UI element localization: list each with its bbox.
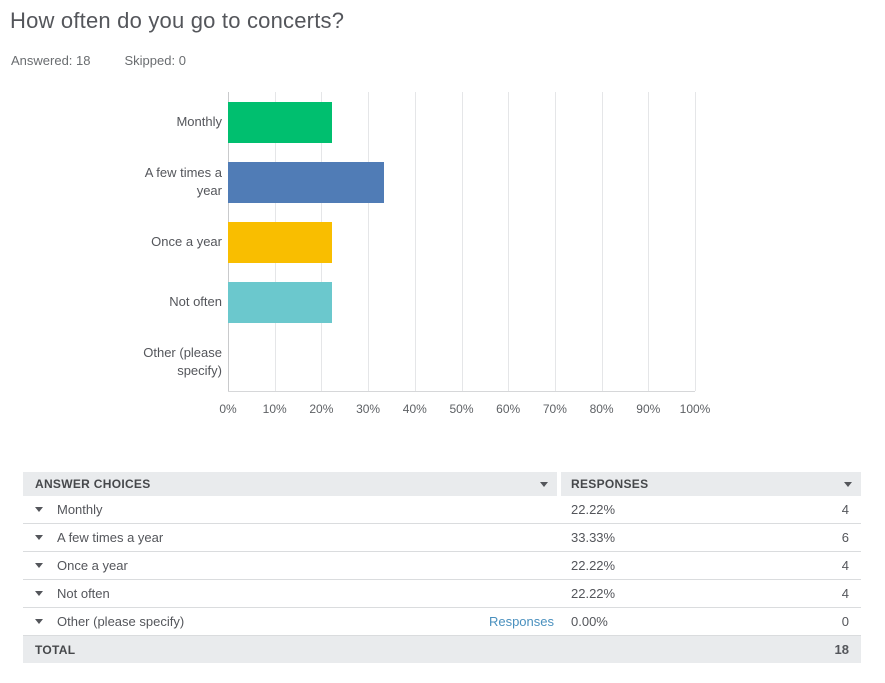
- category-label: Once a year: [151, 234, 222, 250]
- gridline: [648, 92, 650, 391]
- answer-choice-label: Once a year: [57, 558, 128, 573]
- category-label: Monthly: [176, 114, 222, 130]
- category-label: A few times a year: [144, 165, 222, 198]
- category-label: Not often: [169, 294, 222, 310]
- column-header-label: RESPONSES: [571, 477, 649, 491]
- expand-row-icon[interactable]: [35, 507, 43, 512]
- table-row: Other (please specify) Responses 0.00% 0: [23, 608, 861, 636]
- table-body: Monthly 22.22% 4 A few times a year 33.33% 6 O…: [23, 496, 861, 636]
- response-percent: 22.22%: [571, 586, 616, 601]
- x-axis-ticks: 0% 10% 20% 30% 40% 50% 60% 70% 80% 90% 100%: [219, 402, 710, 420]
- gridline: [601, 92, 603, 391]
- response-count: 4: [841, 586, 849, 601]
- gridline: [414, 92, 416, 391]
- results-table: ANSWER CHOICES RESPONSES Monthly 22.22% 4 A…: [23, 472, 861, 663]
- column-header-answer-choices[interactable]: ANSWER CHOICES: [23, 472, 557, 496]
- gridline: [695, 92, 696, 391]
- gridline: [508, 92, 510, 391]
- answer-choice-label: A few times a year: [57, 530, 164, 545]
- table-header-row: ANSWER CHOICES RESPONSES: [23, 472, 861, 496]
- table-row: A few times a year 33.33% 6: [23, 524, 861, 552]
- x-axis-tick-label: 80%: [589, 402, 614, 416]
- response-percent: 22.22%: [571, 502, 616, 517]
- x-axis-tick-label: 100%: [679, 402, 711, 416]
- x-axis-tick-label: 30%: [356, 402, 381, 416]
- table-row: Monthly 22.22% 4: [23, 496, 861, 524]
- response-percent: 0.00%: [571, 614, 608, 629]
- skipped-count: Skipped: 0: [124, 53, 186, 68]
- bar-not-often[interactable]: [228, 281, 332, 323]
- response-count: 4: [841, 502, 849, 517]
- response-percent: 22.22%: [571, 558, 616, 573]
- bar-chart: Monthly A few times a year Once a year Not …: [125, 92, 710, 422]
- column-header-responses[interactable]: RESPONSES: [561, 472, 861, 496]
- question-title: How often do you go to concerts?: [10, 8, 345, 33]
- expand-row-icon[interactable]: [35, 563, 43, 568]
- response-meta: Answered: 18 Skipped: 0: [11, 53, 220, 68]
- bar-once-a-year[interactable]: [228, 221, 332, 263]
- response-count: 6: [841, 530, 849, 545]
- bar-a-few-times-a-year[interactable]: [228, 161, 384, 203]
- gridline: [461, 92, 463, 391]
- x-axis-tick-label: 10%: [262, 402, 287, 416]
- column-header-label: ANSWER CHOICES: [35, 477, 151, 491]
- answered-count: Answered: 18: [11, 53, 91, 68]
- response-percent: 33.33%: [571, 530, 616, 545]
- answer-choice-label: Not often: [57, 586, 110, 601]
- table-row: Once a year 22.22% 4: [23, 552, 861, 580]
- x-axis-tick-label: 70%: [542, 402, 567, 416]
- expand-row-icon[interactable]: [35, 591, 43, 596]
- x-axis-tick-label: 0%: [219, 402, 237, 416]
- gridline: [368, 92, 370, 391]
- response-count: 4: [841, 558, 849, 573]
- responses-link[interactable]: Responses: [488, 614, 554, 629]
- answer-choice-label: Monthly: [57, 502, 103, 517]
- expand-row-icon[interactable]: [35, 535, 43, 540]
- x-axis-tick-label: 50%: [449, 402, 474, 416]
- expand-row-icon[interactable]: [35, 619, 43, 624]
- chart-plot-area: [228, 92, 696, 392]
- table-row: Not often 22.22% 4: [23, 580, 861, 608]
- bar-monthly[interactable]: [228, 101, 332, 143]
- total-label: TOTAL: [35, 642, 76, 657]
- x-axis-tick-label: 20%: [309, 402, 334, 416]
- chevron-down-icon[interactable]: [540, 481, 548, 487]
- answer-choice-label: Other (please specify): [57, 614, 185, 629]
- category-label: Other (please specify): [143, 345, 222, 378]
- response-count: 0: [841, 614, 849, 629]
- chevron-down-icon[interactable]: [844, 481, 852, 487]
- total-row: TOTAL 18: [23, 636, 861, 663]
- x-axis-tick-label: 60%: [496, 402, 521, 416]
- x-axis-tick-label: 90%: [636, 402, 661, 416]
- gridline: [554, 92, 556, 391]
- total-count: 18: [834, 642, 849, 657]
- x-axis-tick-label: 40%: [402, 402, 427, 416]
